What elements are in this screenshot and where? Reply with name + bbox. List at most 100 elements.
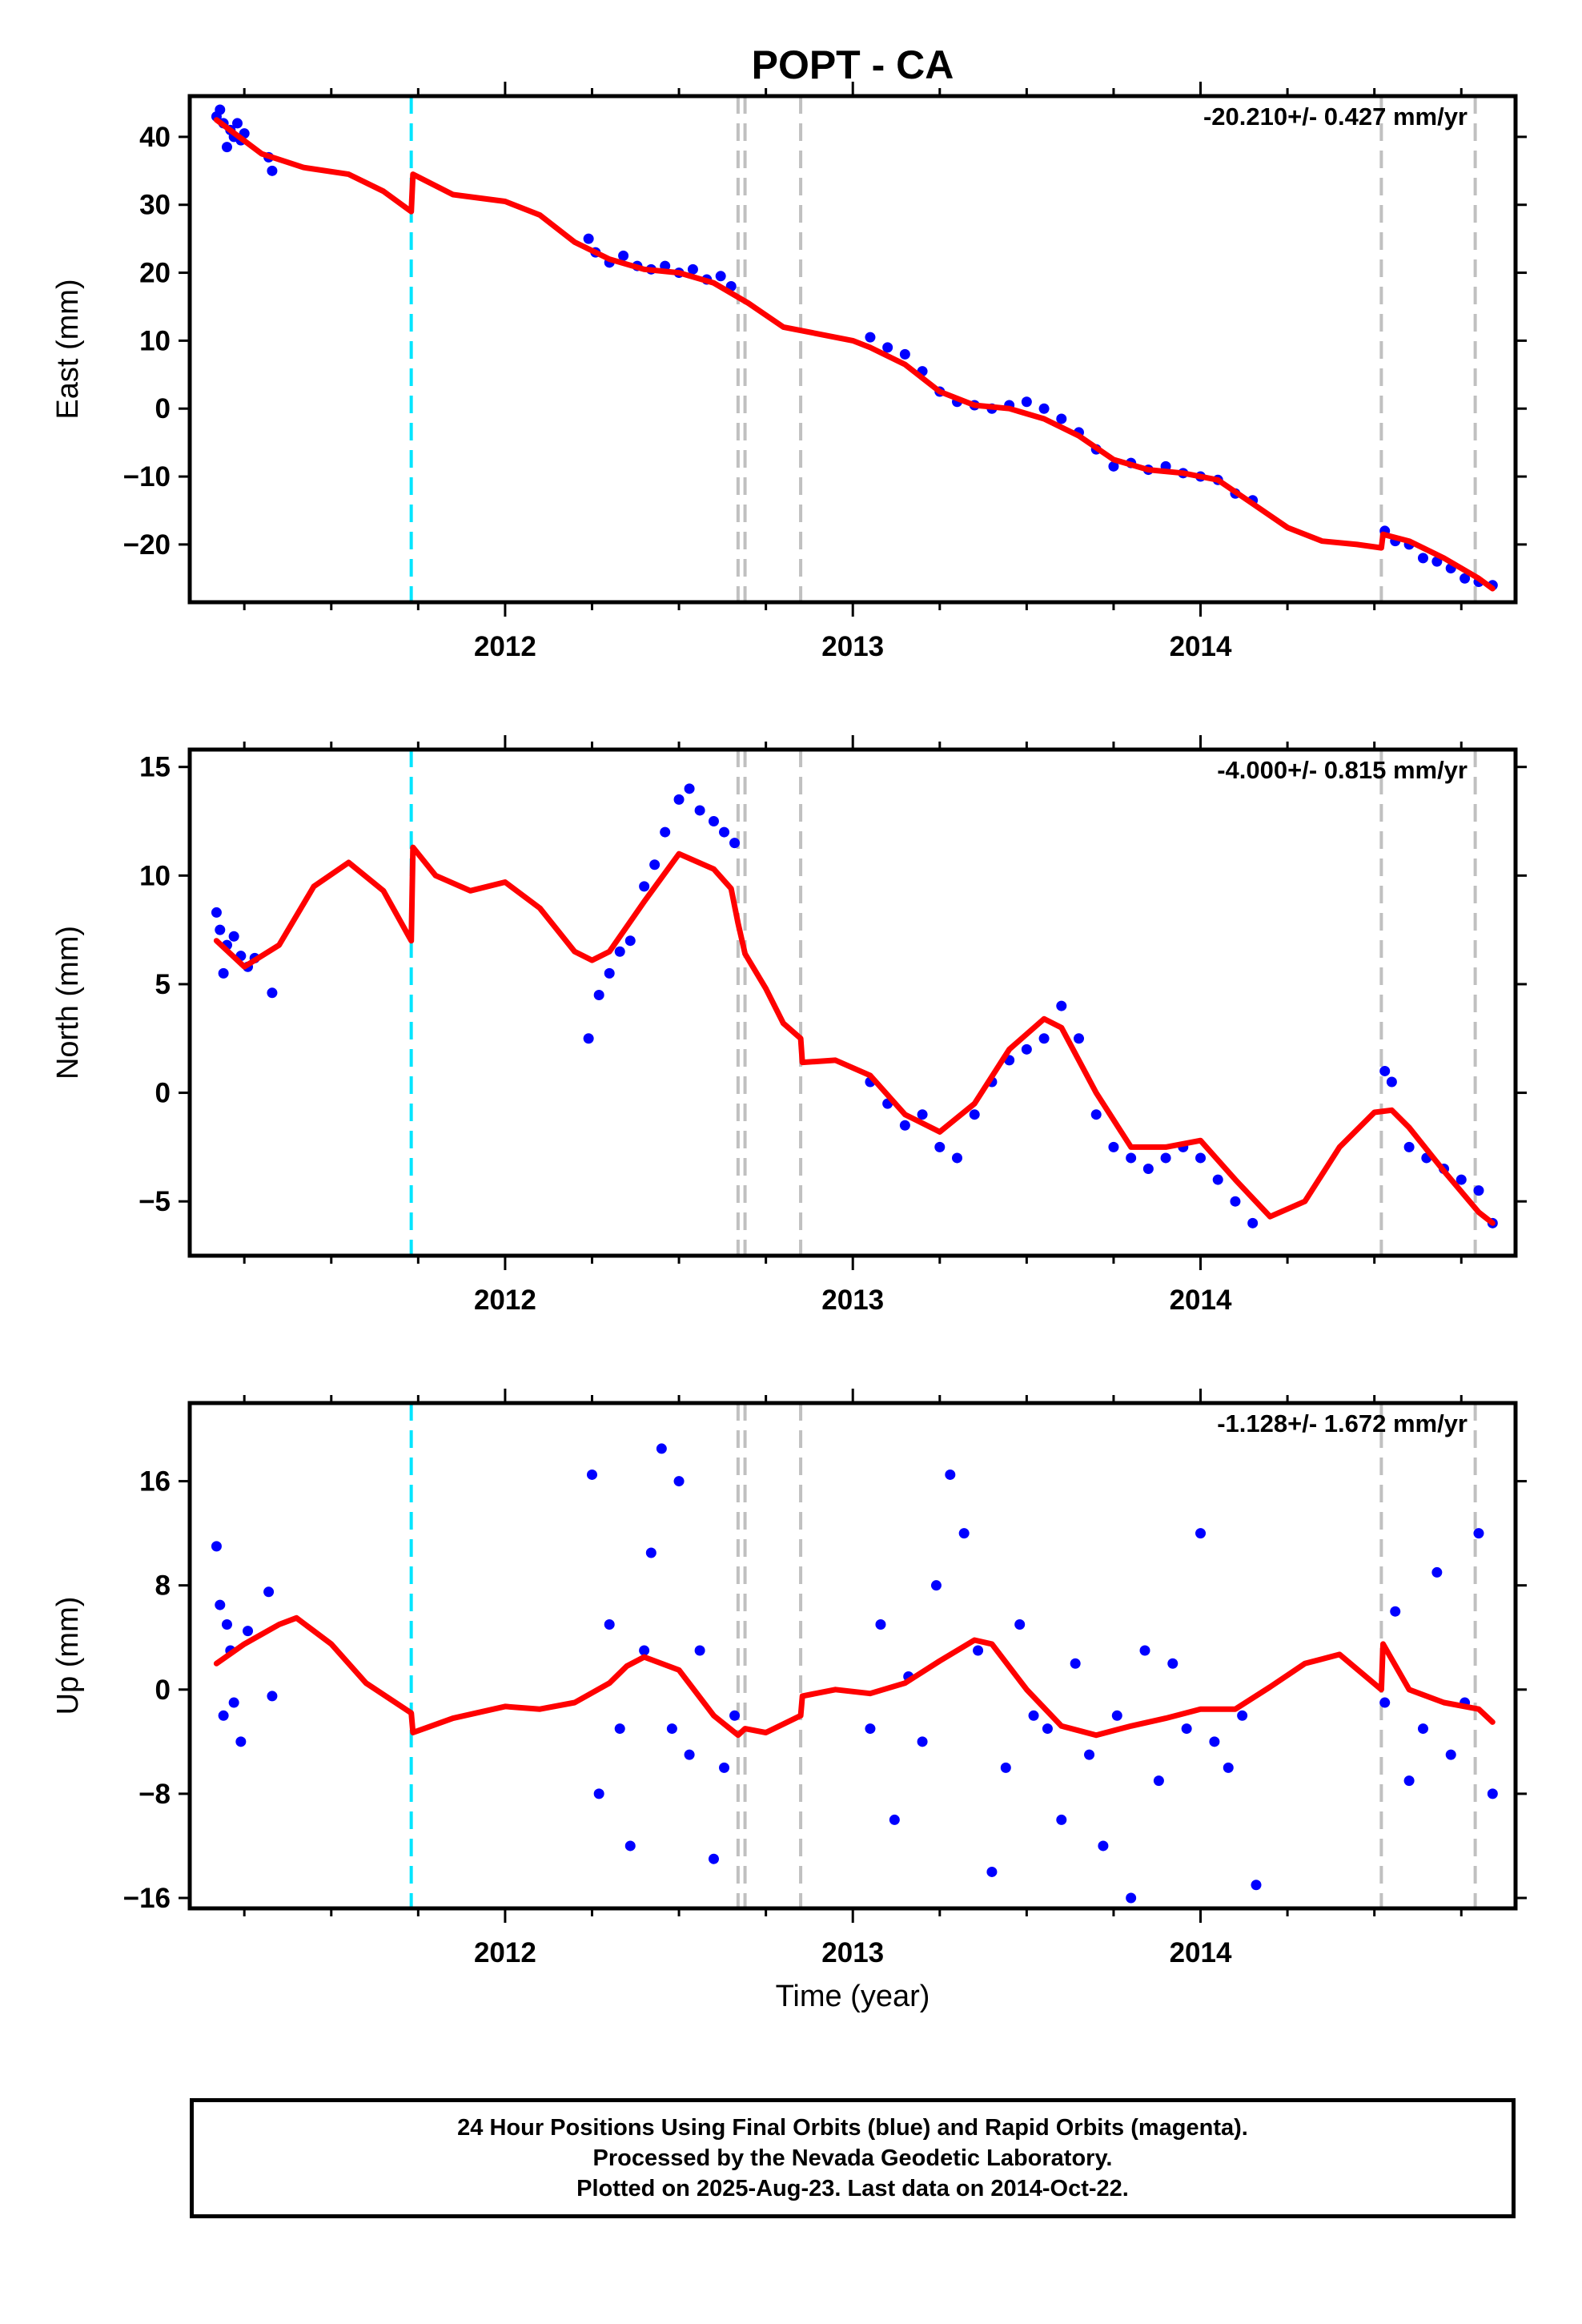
footer-line-3: Plotted on 2025-Aug-23. Last data on 201… <box>576 2176 1129 2201</box>
north-data-point <box>614 946 625 957</box>
north-data-point <box>729 838 741 849</box>
north-data-point <box>1386 1076 1397 1088</box>
up-data-point <box>235 1736 247 1747</box>
up-data-point <box>1070 1658 1081 1669</box>
up-data-point <box>1056 1814 1067 1825</box>
east-y-axis-label: East (mm) <box>51 279 85 419</box>
north-data-point <box>1038 1033 1050 1044</box>
north-data-point <box>1456 1174 1467 1185</box>
north-y-tick-label: 5 <box>155 969 171 1000</box>
north-data-point <box>1195 1152 1207 1164</box>
east-data-point <box>1021 396 1032 408</box>
north-data-point <box>969 1109 980 1120</box>
up-data-point <box>917 1736 928 1747</box>
up-y-tick-label: 8 <box>155 1570 171 1602</box>
up-data-point <box>1000 1762 1011 1773</box>
up-data-point <box>1098 1840 1109 1852</box>
east-y-tick-label: 40 <box>139 122 171 153</box>
panel-north: −5 0 5 10 15 2012 2013 2014 North (mm) -4.000+/- … <box>51 735 1527 1316</box>
north-data-point <box>267 987 278 999</box>
east-y-tick-label: 10 <box>139 325 171 356</box>
footer-line-1: 24 Hour Positions Using Final Orbits (bl… <box>457 2115 1248 2141</box>
east-y-tick-label: 30 <box>139 190 171 221</box>
up-data-point <box>1181 1723 1192 1735</box>
up-y-axis-label: Up (mm) <box>51 1597 85 1715</box>
east-plot-area <box>211 96 1498 602</box>
north-data-point <box>673 794 685 805</box>
up-data-point <box>218 1710 229 1721</box>
up-data-point <box>1111 1710 1122 1721</box>
up-data-point <box>1473 1528 1484 1539</box>
up-data-point <box>673 1476 685 1487</box>
north-data-point <box>218 967 229 979</box>
north-x-tick-label: 2012 <box>474 1285 536 1316</box>
east-data-point <box>267 165 278 176</box>
north-data-point <box>624 935 636 947</box>
north-data-point <box>1230 1196 1241 1207</box>
north-data-point <box>1090 1109 1102 1120</box>
up-data-point <box>645 1547 656 1558</box>
up-data-point <box>1223 1762 1234 1773</box>
north-data-point <box>211 907 222 918</box>
up-x-tick-label: 2014 <box>1170 1937 1232 1968</box>
north-data-point <box>1056 1000 1067 1011</box>
north-x-tick-label: 2013 <box>821 1285 884 1316</box>
east-data-point <box>1460 573 1471 584</box>
footer-box: 24 Hour Positions Using Final Orbits (bl… <box>190 2098 1516 2218</box>
north-data-point <box>639 881 650 892</box>
up-data-point <box>215 1599 226 1610</box>
north-data-point <box>1021 1043 1032 1055</box>
up-data-point <box>267 1691 278 1702</box>
up-data-point <box>1139 1645 1150 1656</box>
east-rate-annotation: -20.210+/- 0.427 mm/yr <box>1203 103 1468 131</box>
north-data-point <box>228 931 239 942</box>
north-data-point <box>1142 1164 1154 1175</box>
north-data-point <box>1379 1065 1391 1076</box>
up-data-point <box>973 1645 984 1656</box>
up-plot-area <box>211 1403 1498 1908</box>
north-plot-area <box>211 750 1498 1256</box>
up-y-tick-label: −8 <box>139 1779 171 1810</box>
up-data-point <box>586 1469 597 1480</box>
north-data-point <box>1212 1174 1223 1185</box>
east-data-point <box>231 118 243 129</box>
north-data-point <box>649 859 661 870</box>
up-data-point <box>1403 1775 1415 1787</box>
north-data-point <box>1473 1185 1484 1196</box>
north-data-point <box>593 990 604 1001</box>
up-data-point <box>639 1645 650 1656</box>
north-rate-annotation: -4.000+/- 0.815 mm/yr <box>1217 756 1468 784</box>
north-data-point <box>1403 1141 1415 1152</box>
east-data-point <box>215 104 226 115</box>
east-data-point <box>687 263 698 275</box>
up-data-point <box>624 1840 636 1852</box>
north-y-axis-label: North (mm) <box>51 926 85 1080</box>
up-data-point <box>1487 1788 1498 1799</box>
east-data-point <box>1038 403 1050 414</box>
north-data-point <box>694 805 705 816</box>
panel-east: −20 −10 0 10 20 30 40 2012 2013 2014 East (mm) -20.… <box>51 82 1527 662</box>
north-data-point <box>1126 1152 1137 1164</box>
up-data-point <box>1042 1723 1053 1735</box>
north-data-point <box>1247 1217 1259 1228</box>
up-data-point <box>1445 1749 1456 1760</box>
up-data-point <box>656 1443 667 1454</box>
north-data-point <box>684 783 695 794</box>
east-data-point <box>715 271 726 282</box>
east-y-tick-label: 20 <box>139 258 171 289</box>
up-data-point <box>243 1626 254 1637</box>
east-x-tick-label: 2012 <box>474 631 536 662</box>
up-model-line <box>213 1614 1496 1739</box>
up-data-point <box>958 1528 970 1539</box>
up-y-tick-label: 0 <box>155 1675 171 1706</box>
north-data-point <box>1074 1033 1085 1044</box>
east-data-point <box>583 233 594 244</box>
north-y-tick-label: 10 <box>139 860 171 891</box>
east-data-point <box>865 332 876 343</box>
up-data-point <box>1195 1528 1207 1539</box>
north-y-tick-label: 0 <box>155 1078 171 1109</box>
north-data-point <box>1108 1141 1119 1152</box>
up-data-point <box>221 1618 232 1630</box>
east-data-point <box>1108 460 1119 472</box>
